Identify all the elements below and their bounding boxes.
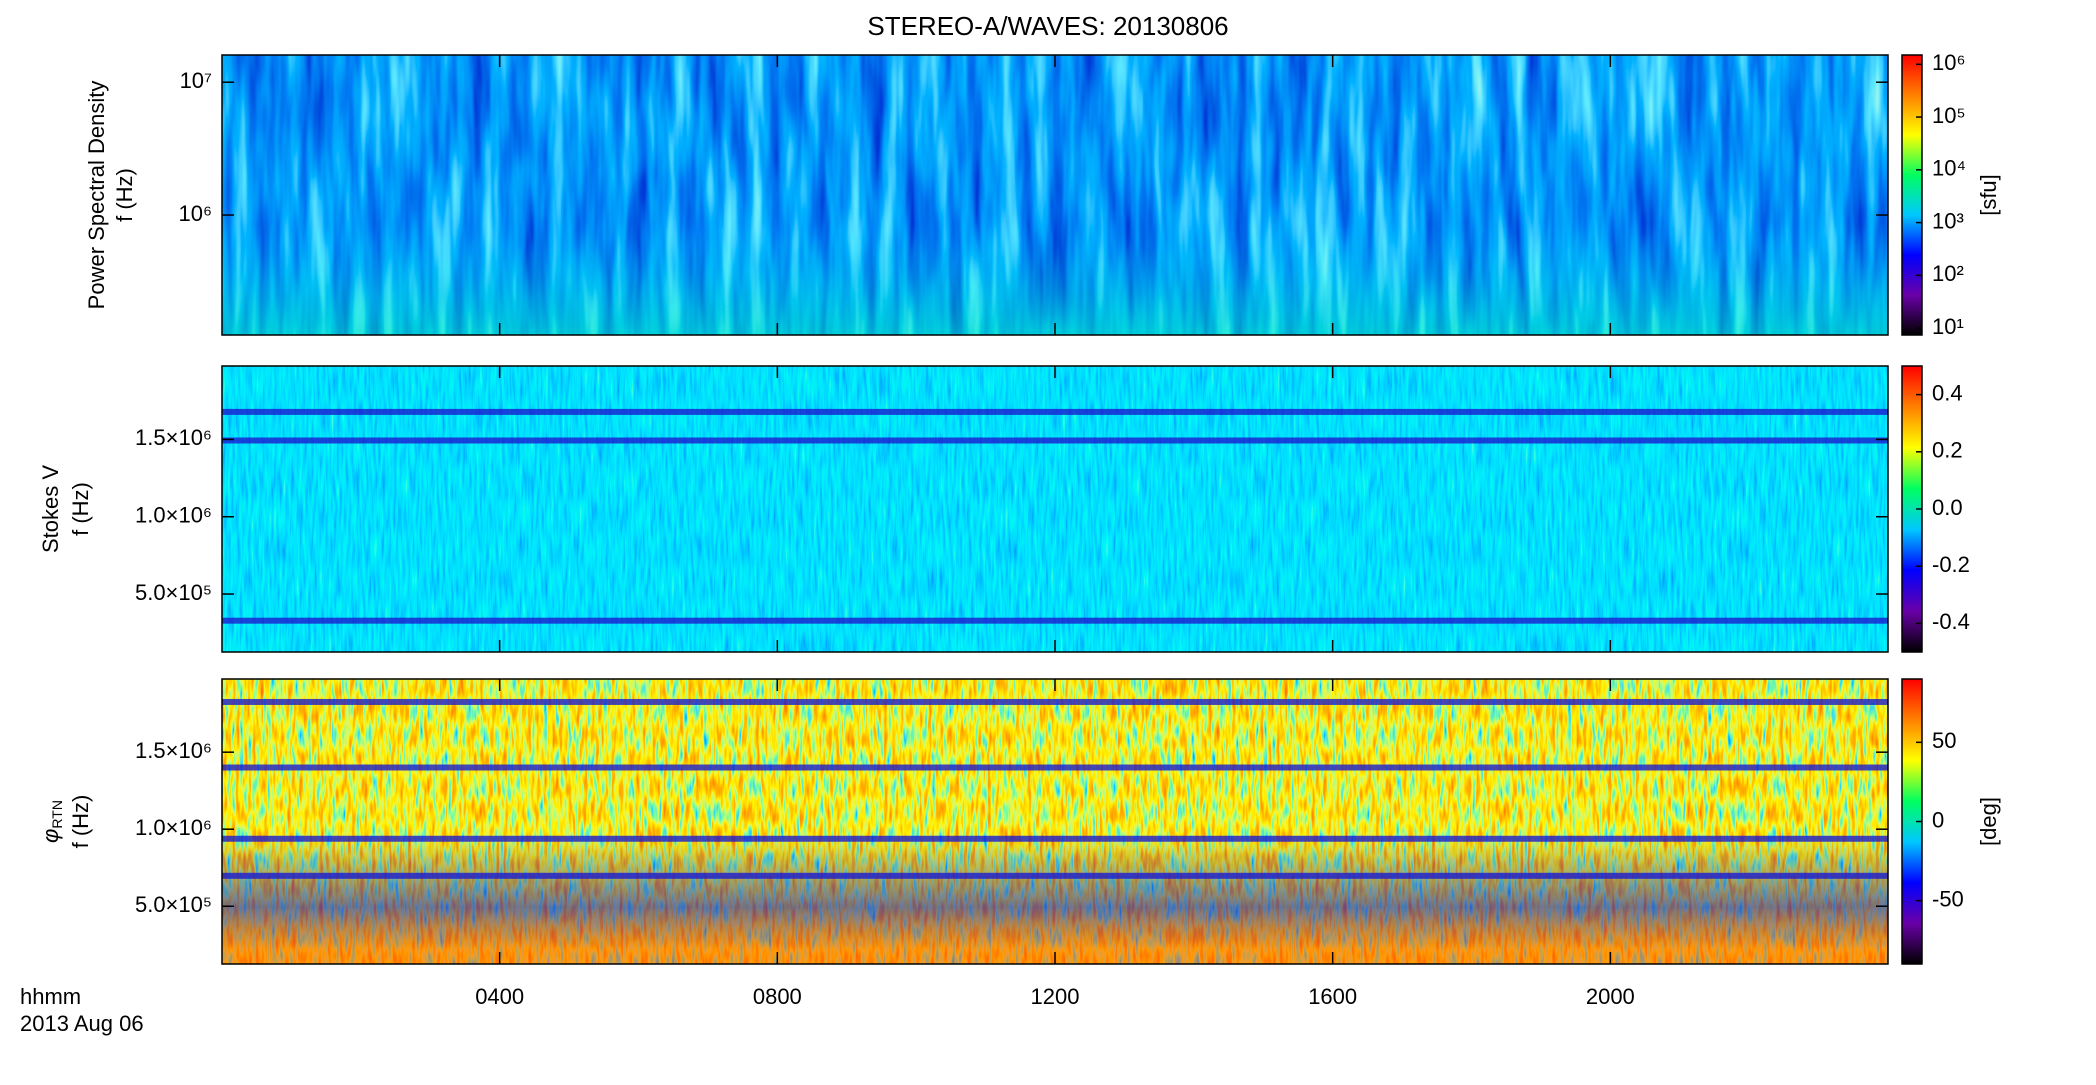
colorbar-tick-label: 10⁵ bbox=[1932, 103, 1966, 128]
x-tick-label: 1200 bbox=[1031, 984, 1080, 1009]
colorbar-tick-label: 10³ bbox=[1932, 208, 1964, 233]
y-tick-label: 1.5×10⁶ bbox=[135, 738, 212, 763]
spectrogram-band bbox=[222, 764, 1888, 771]
y-axis-label: Power Spectral Density bbox=[84, 81, 109, 310]
spectrogram-band bbox=[222, 698, 1888, 705]
colorbar-tick-label: 10¹ bbox=[1932, 314, 1964, 339]
colorbar-label: [deg] bbox=[1976, 797, 2001, 846]
x-tick-label: 1600 bbox=[1308, 984, 1357, 1009]
y-tick-label: 10⁶ bbox=[178, 201, 212, 226]
colorbar-tick-label: 0 bbox=[1932, 807, 1944, 832]
spectrogram-band bbox=[222, 872, 1888, 879]
spectrogram-shade bbox=[222, 55, 1888, 335]
spectrogram-band bbox=[222, 835, 1888, 842]
y-tick-label: 5.0×10⁵ bbox=[135, 580, 212, 605]
y-axis-label: φRTN bbox=[38, 800, 65, 843]
colorbar-tick-label: 0.2 bbox=[1932, 438, 1963, 463]
colorbar-tick-label: 0.0 bbox=[1932, 495, 1963, 520]
y-tick-label: 5.0×10⁵ bbox=[135, 892, 212, 917]
chart-title: STEREO-A/WAVES: 20130806 bbox=[867, 11, 1228, 41]
y-axis-label: f (Hz) bbox=[68, 482, 93, 536]
colorbar-tick-label: -50 bbox=[1932, 886, 1964, 911]
y-tick-label: 1.0×10⁶ bbox=[135, 815, 212, 840]
colorbar-tick-label: 50 bbox=[1932, 728, 1956, 753]
colorbar-tick-label: 10⁶ bbox=[1932, 50, 1966, 75]
y-axis-label: f (Hz) bbox=[112, 168, 137, 222]
y-tick-label: 10⁷ bbox=[180, 68, 212, 93]
x-tick-label: 2000 bbox=[1586, 984, 1635, 1009]
x-axis-label: hhmm bbox=[20, 984, 81, 1009]
colorbar-tick-label: 10⁴ bbox=[1932, 156, 1966, 181]
y-axis-label: f (Hz) bbox=[68, 795, 93, 849]
colorbar bbox=[1901, 54, 1923, 336]
colorbar-label: [sfu] bbox=[1976, 174, 2001, 216]
spectrogram-band bbox=[222, 437, 1888, 444]
spectrogram-band bbox=[222, 617, 1888, 624]
colorbar-tick-label: -0.2 bbox=[1932, 552, 1970, 577]
y-axis-label-subscript: RTN bbox=[49, 800, 65, 829]
date-label: 2013 Aug 06 bbox=[20, 1011, 144, 1036]
x-tick-label: 0400 bbox=[475, 984, 524, 1009]
spectrogram-shade bbox=[222, 679, 1888, 964]
y-axis-label: Stokes V bbox=[38, 465, 63, 553]
x-tick-label: 0800 bbox=[753, 984, 802, 1009]
colorbar-tick-label: -0.4 bbox=[1932, 609, 1970, 634]
colorbar-tick-label: 0.4 bbox=[1932, 380, 1963, 405]
colorbar-tick-label: 10² bbox=[1932, 261, 1964, 286]
y-tick-label: 1.5×10⁶ bbox=[135, 425, 212, 450]
y-tick-label: 1.0×10⁶ bbox=[135, 503, 212, 528]
y-axis-label-symbol: φ bbox=[38, 829, 63, 843]
spectrogram-band bbox=[222, 408, 1888, 415]
